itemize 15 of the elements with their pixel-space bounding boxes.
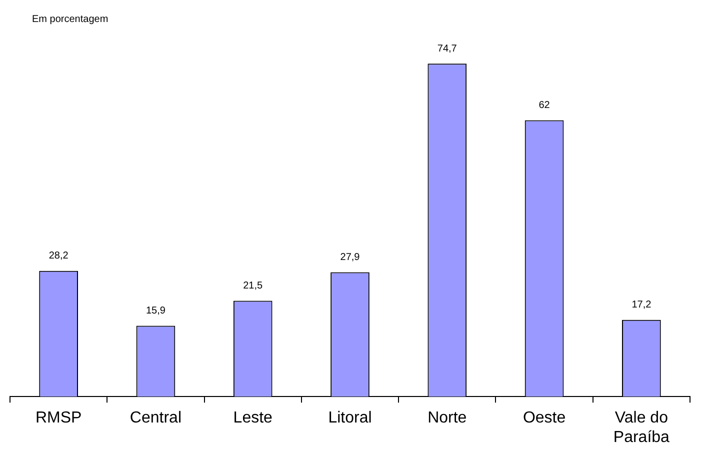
x-tick-label: RMSP xyxy=(35,410,82,427)
data-label: 62 xyxy=(538,100,550,111)
x-tick-label: Central xyxy=(130,410,182,427)
data-label: 21,5 xyxy=(243,280,264,292)
x-tick-label: Vale do Paraíba xyxy=(613,410,670,446)
data-label: 74,7 xyxy=(437,43,458,54)
data-label: 27,9 xyxy=(340,252,360,263)
x-tick-label: Litoral xyxy=(328,410,372,427)
x-tick-label: Oeste xyxy=(522,410,566,427)
x-tick-label: Norte xyxy=(428,410,467,427)
data-label: 28,2 xyxy=(48,250,69,262)
data-label: 17,2 xyxy=(632,300,652,311)
y-axis-title: Em porcentagem xyxy=(32,14,108,25)
x-tick-label: Leste xyxy=(233,410,273,427)
data-label: 15,9 xyxy=(146,305,166,316)
